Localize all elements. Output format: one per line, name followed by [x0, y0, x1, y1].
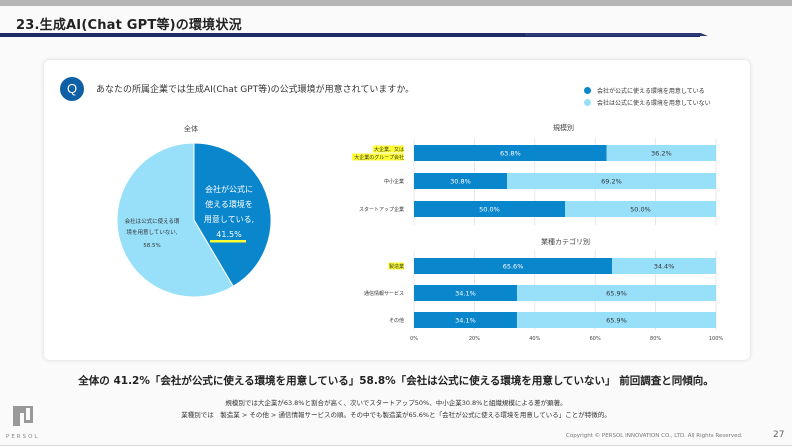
pie-value-no: 58.5% [143, 243, 160, 249]
persol-logo-icon [13, 406, 33, 426]
top-bar [0, 0, 792, 6]
page-number: 27 [773, 430, 785, 440]
legend-label-no: 会社は公式に使える環境を用意していない [597, 99, 711, 107]
industry-bar-label: 65.9% [606, 290, 627, 298]
industry-tick-label: 80% [650, 336, 661, 342]
pie-label-yes-line: 会社が公式に [205, 184, 253, 194]
size-bar-label: 30.8% [450, 178, 471, 186]
size-bar-seg [414, 201, 565, 217]
industry-bar-seg [516, 312, 716, 328]
size-bar-seg [606, 145, 716, 161]
size-bar-label: 50.0% [630, 206, 651, 214]
size-bar-seg [507, 173, 716, 189]
pie-value-yes: 41.5% [216, 230, 242, 239]
industry-category-label: 通信情報サービス [364, 290, 404, 297]
industry-tick-label: 20% [469, 336, 480, 342]
summary-main: 全体の 41.2%「会社が公式に使える環境を用意している」58.8%「会社は公式… [78, 375, 714, 387]
legend-label-yes: 会社が公式に使える環境を用意している [597, 87, 705, 95]
size-category-label: スタートアップ企業 [359, 206, 404, 213]
bar-chart-industry-title: 業種カテゴリ別 [541, 238, 590, 246]
pie-slice-1 [116, 142, 234, 298]
industry-category-label: その他 [389, 317, 404, 324]
page-title: 23.生成AI(Chat GPT等)の環境状況 [16, 18, 242, 33]
pie-label-yes-line: 用意している, [204, 214, 254, 224]
size-category-label: 中小企業 [384, 178, 404, 185]
industry-bar-seg [516, 285, 716, 301]
industry-bar-seg [414, 285, 517, 301]
legend-swatch-no [584, 98, 591, 106]
pie-value-yes-highlight [210, 240, 246, 243]
pie-chart-title: 全体 [184, 125, 198, 133]
summary-line-1: 規模別では大企業が63.8%と割合が高く、次いでスタートアップ50%、中小企業3… [225, 399, 567, 407]
size-category-highlight [352, 153, 404, 161]
size-bar-label: 63.8% [500, 150, 521, 158]
size-bar-label: 69.2% [601, 178, 622, 186]
title-underline [0, 33, 700, 37]
copyright: Copyright © PERSOL INNOVATION CO., LTD. … [566, 433, 743, 439]
industry-bar-label: 34.1% [455, 290, 476, 298]
legend-swatch-yes [584, 86, 591, 94]
size-category-label: 大企業、又は [374, 146, 404, 153]
pie-label-no-line: 境を用意していない, [126, 228, 177, 236]
industry-bar-label: 34.1% [455, 317, 476, 325]
title-underline-accent [525, 33, 708, 36]
size-category-label: 大企業のグループ会社 [354, 154, 404, 161]
industry-category-highlight [388, 262, 404, 270]
size-bar-seg [414, 145, 607, 161]
industry-bar-label: 65.9% [606, 317, 627, 325]
pie-slice-0 [193, 142, 272, 287]
size-bar-seg [414, 173, 508, 189]
bar-chart-size-title: 規模別 [553, 124, 574, 132]
legend-item-no: 会社は公式に使える環境を用意していない [584, 96, 711, 108]
size-bar-seg [565, 201, 716, 217]
industry-tick-label: 100% [709, 336, 724, 342]
bottom-divider [0, 445, 792, 446]
industry-bar-seg [414, 312, 517, 328]
question-badge: Q [60, 77, 84, 101]
industry-bar-label: 34.4% [654, 263, 675, 271]
size-category-highlight [372, 145, 404, 153]
size-bar-label: 36.2% [651, 150, 672, 158]
logo-text: PERSOL [6, 434, 40, 440]
legend: 会社が公式に使える環境を用意している 会社は公式に使える環境を用意していない [584, 84, 711, 108]
industry-tick-label: 0% [410, 336, 418, 342]
industry-bar-label: 65.6% [503, 263, 524, 271]
size-bar-label: 50.0% [479, 206, 500, 214]
industry-category-label: 製造業 [389, 263, 404, 270]
question-text: あなたの所属企業では生成AI(Chat GPT等)の公式環境が用意されていますか… [96, 85, 415, 95]
industry-tick-label: 40% [529, 336, 540, 342]
pie-label-yes-line: 使える環境を [205, 199, 253, 209]
industry-tick-label: 60% [590, 336, 601, 342]
industry-bar-seg [612, 258, 716, 274]
legend-item-yes: 会社が公式に使える環境を用意している [584, 84, 711, 96]
pie-label-no-line: 会社は公式に使える環 [125, 217, 180, 225]
summary-line-2: 業種別では 製造業 > その他 > 通信情報サービスの順。その中でも製造業が65… [181, 411, 611, 419]
industry-bar-seg [414, 258, 613, 274]
